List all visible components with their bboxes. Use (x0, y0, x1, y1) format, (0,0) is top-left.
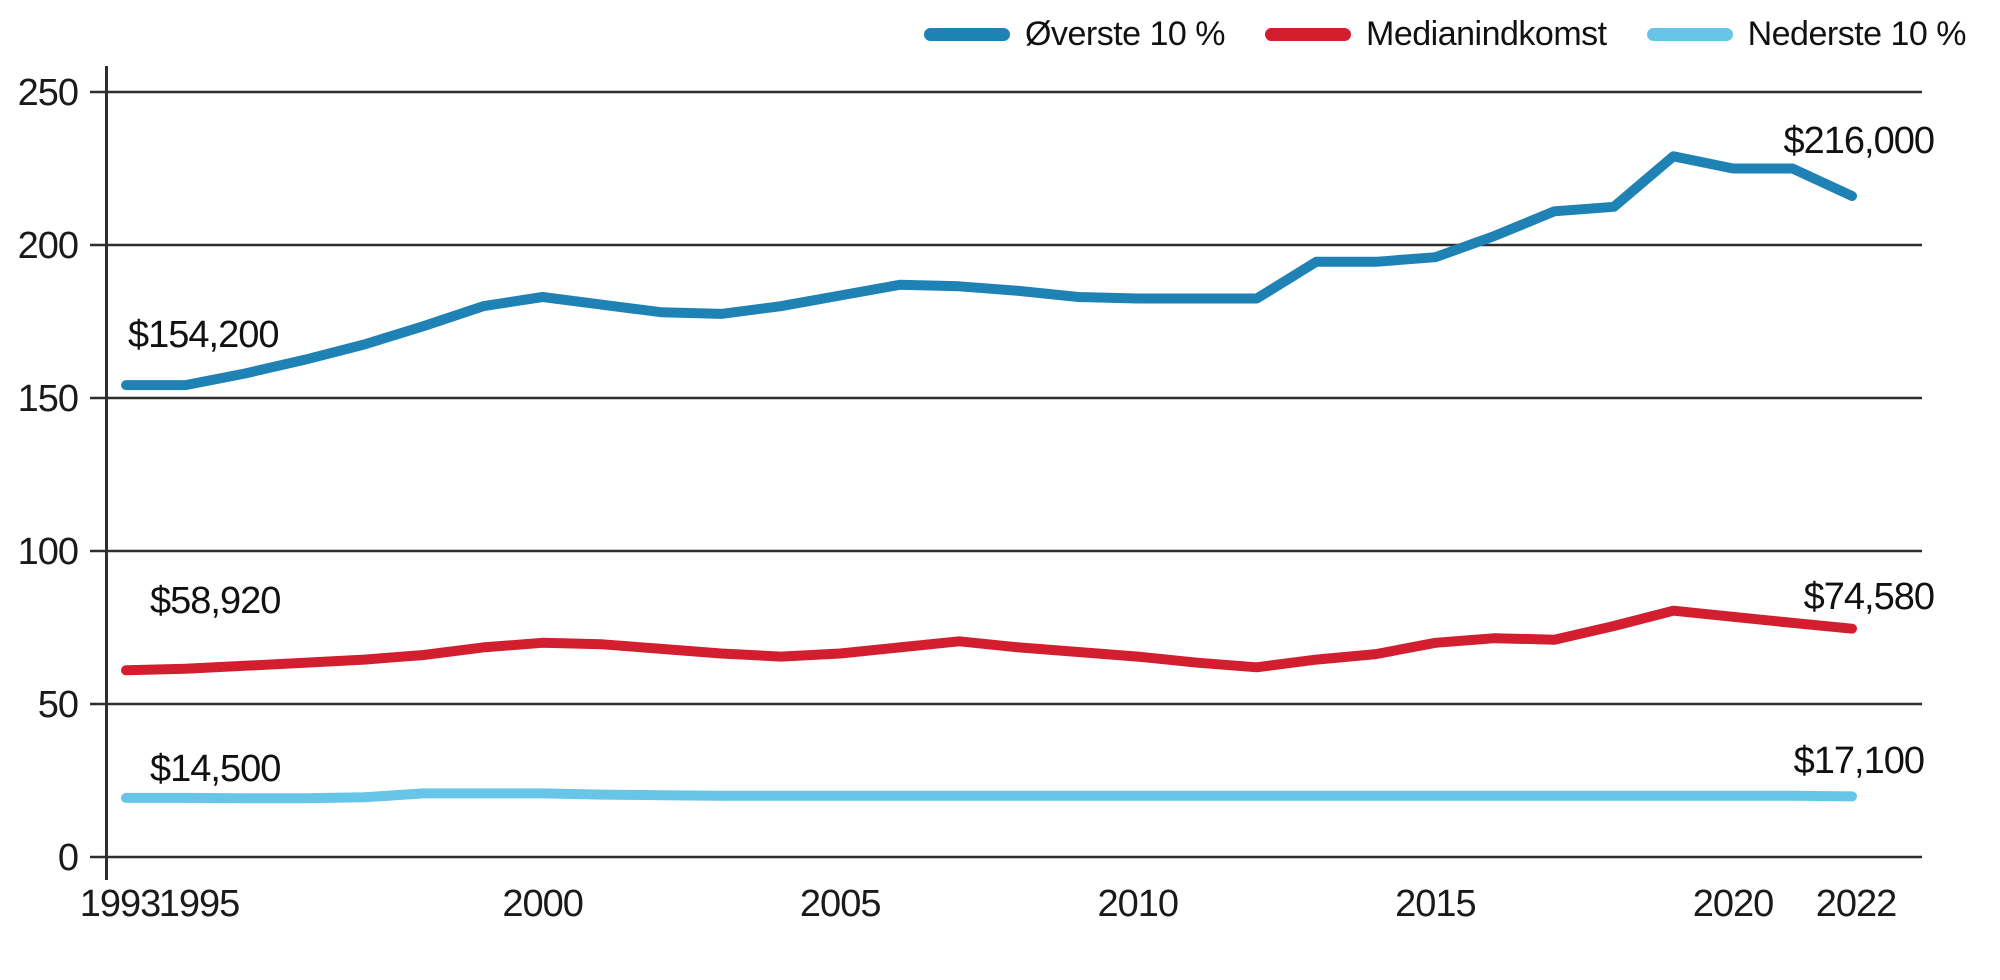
x-tick-label-2000: 2000 (502, 883, 583, 925)
y-tick-label-50: 50 (38, 684, 78, 726)
annotation-top10-2022: $216,000 (1783, 120, 1935, 162)
x-tick-label-2010: 2010 (1098, 883, 1179, 925)
series-line-0 (121, 151, 1857, 391)
x-tick-label-2005: 2005 (800, 883, 881, 925)
y-tick-label-150: 150 (18, 378, 78, 420)
annotation-top10-1993: $154,200 (128, 314, 279, 356)
legend-label-median: Medianindkomst (1366, 15, 1607, 53)
annotation-median-1993: $58,920 (150, 580, 281, 622)
x-tick-label-2015: 2015 (1395, 883, 1476, 925)
y-tick-label-250: 250 (18, 72, 78, 114)
x-tick-label-2020: 2020 (1693, 883, 1774, 925)
legend-label-top10: Øverste 10 % (1025, 15, 1226, 53)
legend-item-top10: Øverste 10 % (924, 15, 1226, 54)
x-tick-label-1993: 1993 (80, 883, 161, 925)
legend-swatch-bottom10 (1646, 28, 1733, 41)
x-tick-label-1995: 1995 (159, 883, 240, 925)
legend-item-bottom10: Nederste 10 % (1646, 15, 1967, 54)
legend-label-bottom10: Nederste 10 % (1747, 15, 1967, 53)
x-tick-label-2022: 2022 (1816, 883, 1897, 925)
series-line-1 (121, 605, 1857, 676)
annotation-median-2022: $74,580 (1803, 576, 1935, 618)
y-tick-label-200: 200 (18, 225, 78, 267)
legend-swatch-top10 (924, 28, 1011, 41)
legend-swatch-median (1265, 28, 1352, 41)
legend-item-median: Medianindkomst (1265, 15, 1607, 54)
y-tick-label-100: 100 (18, 531, 78, 573)
series-line-2 (121, 788, 1857, 804)
legend: Øverste 10 % Medianindkomst Nederste 10 … (924, 15, 1967, 54)
y-tick-label-0: 0 (58, 837, 78, 879)
annotation-bottom10-2022: $17,100 (1793, 740, 1925, 782)
annotation-bottom10-1993: $14,500 (150, 748, 281, 790)
